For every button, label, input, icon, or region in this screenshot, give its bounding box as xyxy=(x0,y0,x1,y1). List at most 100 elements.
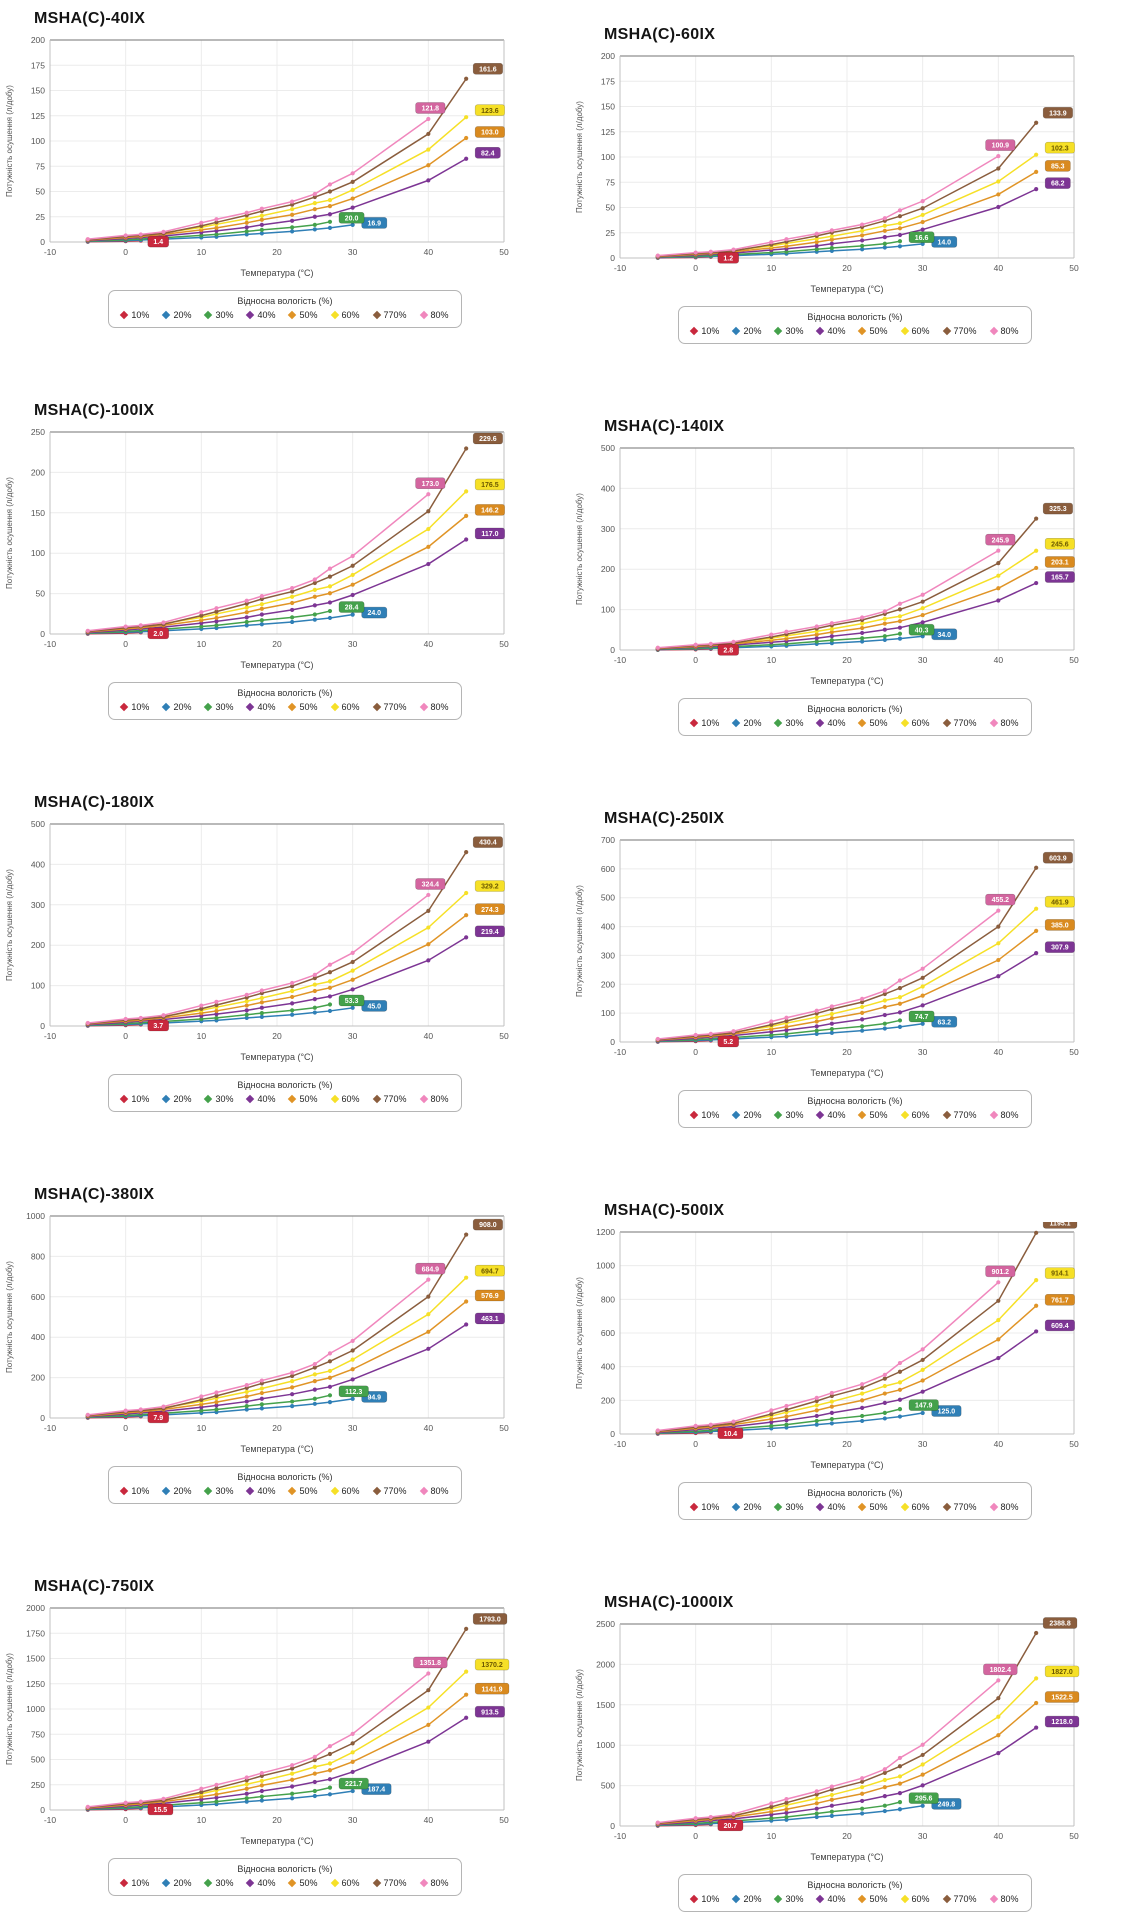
legend-item-60%[interactable]: 60% xyxy=(330,1094,360,1104)
legend-item-60%[interactable]: 60% xyxy=(900,1894,930,1904)
legend-item-60%[interactable]: 60% xyxy=(900,718,930,728)
legend-item-80%[interactable]: 80% xyxy=(989,718,1019,728)
legend-item-30%[interactable]: 30% xyxy=(204,310,233,320)
legend-item-770%[interactable]: 770% xyxy=(942,326,977,336)
legend-item-50%[interactable]: 50% xyxy=(288,1094,318,1104)
legend-item-20%[interactable]: 20% xyxy=(162,310,191,320)
legend-marker-icon xyxy=(690,718,699,728)
y-tick-label: 300 xyxy=(31,900,45,910)
x-tick-label: 0 xyxy=(123,1423,128,1433)
data-point xyxy=(860,243,865,248)
data-point xyxy=(327,182,333,187)
legend-item-40%[interactable]: 40% xyxy=(816,718,845,728)
legend-marker-icon xyxy=(989,326,998,336)
legend-item-770%[interactable]: 770% xyxy=(942,1894,977,1904)
legend-item-30%[interactable]: 30% xyxy=(774,1502,803,1512)
legend-item-40%[interactable]: 40% xyxy=(246,1486,275,1496)
legend-item-10%[interactable]: 10% xyxy=(690,718,719,728)
legend: Відносна вологість (%) 10% 20% 30% 40% 50% 60%… xyxy=(108,1074,462,1112)
legend-item-50%[interactable]: 50% xyxy=(858,1110,888,1120)
legend-item-10%[interactable]: 10% xyxy=(690,1894,719,1904)
legend-item-40%[interactable]: 40% xyxy=(816,326,845,336)
point-label: 16.6 xyxy=(908,231,935,244)
legend-item-50%[interactable]: 50% xyxy=(288,1878,318,1888)
legend-item-80%[interactable]: 80% xyxy=(989,1502,1019,1512)
legend-item-10%[interactable]: 10% xyxy=(120,1094,149,1104)
legend-item-50%[interactable]: 50% xyxy=(288,310,318,320)
legend-item-80%[interactable]: 80% xyxy=(989,326,1019,336)
svg-text:203.1: 203.1 xyxy=(1051,560,1069,567)
legend-item-20%[interactable]: 20% xyxy=(732,1502,761,1512)
legend-item-20%[interactable]: 20% xyxy=(732,718,761,728)
legend-item-20%[interactable]: 20% xyxy=(732,326,761,336)
legend-item-20%[interactable]: 20% xyxy=(162,1094,191,1104)
legend-item-10%[interactable]: 10% xyxy=(120,1486,149,1496)
legend-item-10%[interactable]: 10% xyxy=(120,310,149,320)
legend-item-10%[interactable]: 10% xyxy=(690,326,719,336)
legend-item-80%[interactable]: 80% xyxy=(419,1878,449,1888)
legend-item-60%[interactable]: 60% xyxy=(330,702,360,712)
legend-item-40%[interactable]: 40% xyxy=(816,1110,845,1120)
legend-item-10%[interactable]: 10% xyxy=(120,702,149,712)
legend-item-30%[interactable]: 30% xyxy=(204,702,233,712)
point-label: 908.0 xyxy=(472,1218,503,1231)
legend-item-20%[interactable]: 20% xyxy=(162,702,191,712)
legend-item-60%[interactable]: 60% xyxy=(330,1878,360,1888)
x-tick-label: 0 xyxy=(693,1831,698,1841)
legend-item-20%[interactable]: 20% xyxy=(732,1110,761,1120)
legend-item-30%[interactable]: 30% xyxy=(774,1110,803,1120)
legend-item-20%[interactable]: 20% xyxy=(162,1878,191,1888)
legend-item-50%[interactable]: 50% xyxy=(858,1502,888,1512)
legend-item-770%[interactable]: 770% xyxy=(372,1878,407,1888)
legend-item-770%[interactable]: 770% xyxy=(942,718,977,728)
legend-item-50%[interactable]: 50% xyxy=(288,1486,318,1496)
legend-item-80%[interactable]: 80% xyxy=(419,310,449,320)
legend-item-50%[interactable]: 50% xyxy=(288,702,318,712)
legend-item-30%[interactable]: 30% xyxy=(204,1486,233,1496)
legend-item-40%[interactable]: 40% xyxy=(246,1878,275,1888)
legend-item-770%[interactable]: 770% xyxy=(942,1502,977,1512)
legend-item-30%[interactable]: 30% xyxy=(774,718,803,728)
legend-item-80%[interactable]: 80% xyxy=(989,1110,1019,1120)
legend-item-30%[interactable]: 30% xyxy=(774,1894,803,1904)
legend-item-60%[interactable]: 60% xyxy=(900,326,930,336)
legend-item-50%[interactable]: 50% xyxy=(858,1894,888,1904)
legend-item-60%[interactable]: 60% xyxy=(900,1502,930,1512)
legend-item-30%[interactable]: 30% xyxy=(774,326,803,336)
legend-item-40%[interactable]: 40% xyxy=(246,702,275,712)
legend-item-770%[interactable]: 770% xyxy=(372,702,407,712)
legend-item-60%[interactable]: 60% xyxy=(900,1110,930,1120)
legend-item-10%[interactable]: 10% xyxy=(690,1502,719,1512)
legend-item-10%[interactable]: 10% xyxy=(690,1110,719,1120)
legend-item-40%[interactable]: 40% xyxy=(246,1094,275,1104)
legend-item-10%[interactable]: 10% xyxy=(120,1878,149,1888)
data-point xyxy=(860,1811,865,1816)
legend-item-80%[interactable]: 80% xyxy=(419,1094,449,1104)
legend-item-40%[interactable]: 40% xyxy=(816,1502,845,1512)
legend-item-80%[interactable]: 80% xyxy=(419,1486,449,1496)
legend-item-770%[interactable]: 770% xyxy=(942,1110,977,1120)
legend-item-50%[interactable]: 50% xyxy=(858,718,888,728)
legend-item-60%[interactable]: 60% xyxy=(330,1486,360,1496)
data-point xyxy=(350,592,355,598)
x-tick-label: 50 xyxy=(1069,1831,1079,1841)
legend-item-770%[interactable]: 770% xyxy=(372,1486,407,1496)
legend-item-60%[interactable]: 60% xyxy=(330,310,360,320)
legend-item-770%[interactable]: 770% xyxy=(372,310,407,320)
x-axis-title: Температура (°С) xyxy=(810,1460,883,1470)
data-point xyxy=(769,1801,774,1806)
legend-item-20%[interactable]: 20% xyxy=(732,1894,761,1904)
point-label: 430.4 xyxy=(472,836,503,848)
legend-item-30%[interactable]: 30% xyxy=(204,1094,233,1104)
data-point xyxy=(464,1626,469,1632)
legend-marker-icon xyxy=(330,310,339,320)
legend-item-770%[interactable]: 770% xyxy=(372,1094,407,1104)
legend-item-30%[interactable]: 30% xyxy=(204,1878,233,1888)
legend-item-80%[interactable]: 80% xyxy=(989,1894,1019,1904)
legend-item-40%[interactable]: 40% xyxy=(246,310,275,320)
x-tick-label: 10 xyxy=(767,1831,777,1841)
legend-item-20%[interactable]: 20% xyxy=(162,1486,191,1496)
legend-item-40%[interactable]: 40% xyxy=(816,1894,845,1904)
legend-item-80%[interactable]: 80% xyxy=(419,702,449,712)
legend-item-50%[interactable]: 50% xyxy=(858,326,888,336)
